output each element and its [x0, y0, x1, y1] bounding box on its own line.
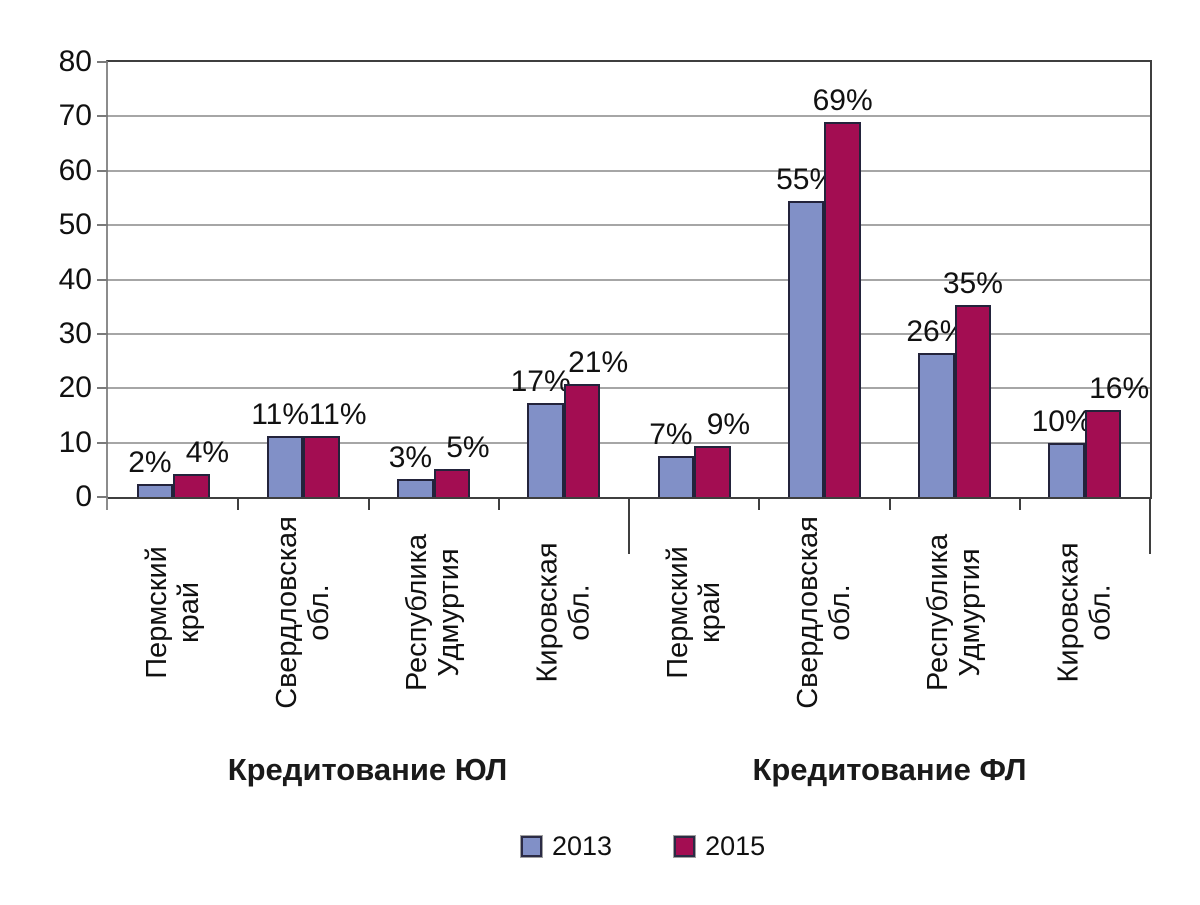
y-axis-tick-50	[97, 224, 108, 227]
bar-2015: 9%	[694, 408, 750, 497]
value-label-2015: 69%	[812, 83, 873, 117]
category-group: 26% 35%	[890, 62, 1020, 497]
gridline-40	[108, 278, 1150, 281]
legend-item-2013: 2013	[520, 831, 613, 861]
value-label-2015: 5%	[446, 431, 490, 465]
value-label-2015: 21%	[568, 346, 629, 380]
gridline-20	[108, 387, 1150, 390]
gridline-70	[108, 115, 1150, 118]
category-tick	[367, 497, 370, 510]
gridline-10	[108, 441, 1150, 444]
category-group: 55% 69%	[759, 62, 889, 497]
y-axis-label-0: 0	[75, 480, 92, 513]
bar-2013: 7%	[649, 418, 695, 497]
bar-2015: 16%	[1084, 372, 1149, 497]
legend-label-2015: 2015	[705, 831, 766, 861]
y-axis-tick-10	[97, 441, 108, 444]
category-tick	[888, 497, 891, 510]
value-label-2015: 35%	[942, 266, 1003, 300]
category-group: 3% 5%	[369, 62, 499, 497]
group-divider	[1149, 497, 1151, 554]
bar-2015: 11%	[303, 398, 367, 497]
category-label-text: Свердловская обл.	[791, 515, 857, 709]
bar-2013: 55%	[776, 163, 836, 497]
legend: 2013 2015	[520, 831, 766, 861]
gridline-60	[108, 169, 1150, 172]
category-label-text: Кировская обл.	[531, 541, 596, 683]
y-axis-label-50: 50	[58, 208, 92, 242]
gridline-30	[108, 332, 1150, 335]
bar-2013: 3%	[389, 441, 434, 497]
category-label-text: Республика Удмуртия	[401, 533, 466, 691]
y-axis-tick-30	[97, 332, 108, 335]
value-label-2013: 10%	[1031, 404, 1092, 438]
category-tick	[237, 497, 240, 510]
value-label-2015: 9%	[706, 408, 751, 442]
bar-2013: 26%	[906, 315, 966, 497]
bar-2015: 69%	[813, 84, 873, 497]
value-label-2013: 17%	[510, 364, 571, 398]
category-group: 17% 21%	[499, 62, 629, 497]
y-axis-tick-0	[97, 496, 108, 498]
y-axis-tick-60	[97, 169, 108, 172]
category-tick	[1018, 497, 1021, 510]
category-label-text: Пермский край	[661, 545, 727, 679]
bar-2013: 2%	[128, 446, 174, 497]
y-axis-tick-70	[97, 115, 108, 118]
y-axis-label-60: 60	[58, 153, 92, 187]
category-tick	[497, 497, 500, 510]
bar-2015: 5%	[433, 431, 490, 497]
category-label-text: Свердловская обл.	[270, 515, 336, 709]
group-label-fl: Кредитование ФЛ	[752, 752, 1027, 787]
category-group: 11% 11%	[238, 62, 368, 497]
category-label-text: Республика Удмуртия	[922, 533, 987, 691]
y-axis-tick-40	[97, 278, 108, 281]
value-label-2015: 11%	[308, 397, 367, 431]
legend-item-2015: 2015	[673, 831, 766, 861]
plot-area: 2% 4% 11% 11% 3% 5% 17% 21% 7% 9% 55% 69% 26% 35% 10% 1…	[97, 60, 1152, 554]
value-label-2013: 11%	[251, 397, 310, 431]
bar-2015: 4%	[173, 436, 229, 497]
legend-label-2013: 2013	[552, 831, 613, 861]
bar-2015: 35%	[943, 267, 1003, 497]
legend-swatch-2015	[673, 834, 697, 858]
gridline-50	[108, 224, 1150, 227]
category-group: 2% 4%	[108, 62, 238, 497]
value-label-2013: 2%	[128, 445, 172, 479]
group-label-yul: Кредитование ЮЛ	[227, 752, 508, 787]
value-label-2015: 16%	[1089, 372, 1150, 405]
y-axis-tick-20	[97, 387, 108, 390]
y-axis-label-40: 40	[58, 262, 92, 296]
y-axis-label-30: 30	[58, 316, 92, 350]
bar-2015: 21%	[563, 346, 628, 497]
value-label-2015: 4%	[185, 435, 230, 469]
bar-2013: 11%	[251, 398, 309, 497]
y-axis-label-20: 20	[58, 371, 92, 405]
y-axis-tick-80	[97, 61, 108, 63]
y-axis-label-10: 10	[58, 425, 92, 459]
value-label-2013: 7%	[649, 417, 693, 451]
category-label: Кировская обл.	[980, 512, 1190, 712]
category-label-text: Кировская обл.	[1052, 541, 1117, 683]
bar-2013: 17%	[511, 365, 571, 497]
value-label-2013: 3%	[388, 440, 433, 474]
category-group: 10% 16%	[1020, 62, 1150, 497]
category-tick	[758, 497, 761, 510]
group-divider	[628, 497, 630, 554]
bar-2013: 10%	[1032, 405, 1092, 497]
legend-swatch-2013	[520, 834, 543, 858]
y-axis-stub	[106, 497, 108, 510]
y-axis-label-80: 80	[58, 45, 92, 78]
y-axis-label-70: 70	[58, 99, 92, 133]
category-label-text: Пермский край	[140, 545, 206, 679]
category-group: 7% 9%	[629, 62, 759, 497]
